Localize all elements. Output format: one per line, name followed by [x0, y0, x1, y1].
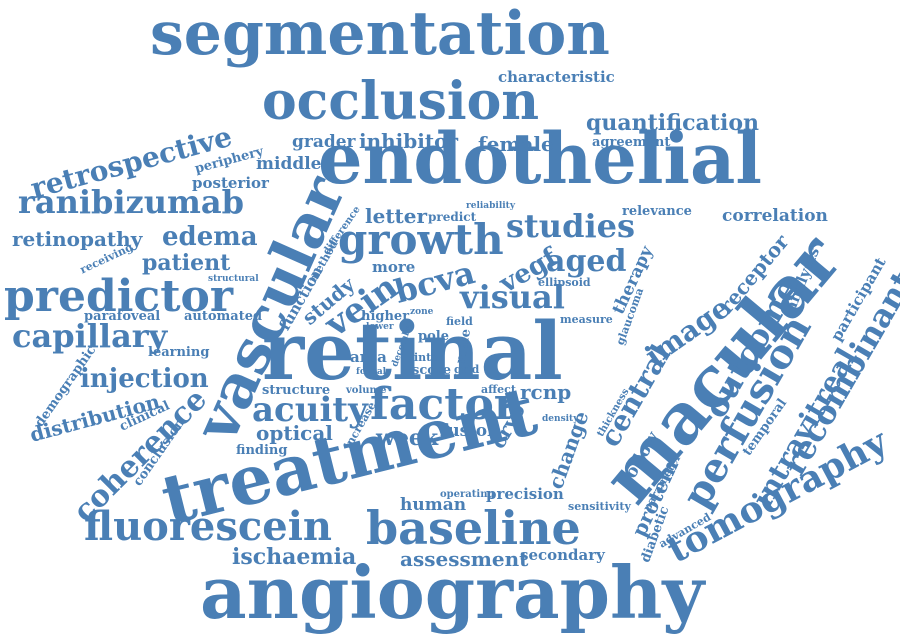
word-affect: affect: [481, 383, 516, 396]
word-visual: visual: [460, 278, 565, 316]
word-predictor: predictor: [4, 271, 234, 322]
word-retinal: retinal: [262, 304, 563, 398]
word-fluorescein: fluorescein: [84, 503, 332, 550]
word-quantification: quantification: [586, 110, 759, 136]
word-fusion: fusion: [440, 421, 500, 441]
word-occlusion: occlusion: [262, 71, 540, 132]
word-factor: factor: [370, 379, 518, 430]
word-capillary: capillary: [12, 317, 168, 355]
word-studies: studies: [506, 207, 635, 245]
word-reliability: reliability: [466, 201, 516, 211]
word-inhibitor: inhibitor: [359, 129, 458, 153]
word-letter: letter: [365, 204, 428, 228]
word-endothelial: endothelial: [318, 117, 762, 200]
word-automated: automated: [184, 309, 263, 324]
word-volume: volume: [346, 385, 387, 396]
word-area: area: [350, 348, 387, 366]
word-ischaemia: ischaemia: [232, 544, 357, 570]
word-acuity: acuity: [252, 390, 368, 430]
word-parafoveal: parafoveal: [84, 309, 161, 324]
word-finding: finding: [236, 443, 288, 458]
word-human: human: [400, 495, 467, 515]
word-baseline: baseline: [366, 501, 581, 555]
word-more: more: [372, 258, 416, 276]
word-density: density: [542, 414, 579, 424]
word-female: female: [478, 132, 554, 156]
word-operating: operating: [440, 489, 495, 500]
word-grid: grid: [454, 363, 480, 376]
word-grader: grader: [292, 132, 356, 152]
word-sensitivity: sensitivity: [568, 500, 631, 513]
word-rcnp: rcnp: [520, 380, 572, 404]
word-relevance: relevance: [622, 204, 692, 219]
word-angiography: angiography: [200, 550, 705, 635]
word-precision: precision: [486, 485, 564, 503]
word-growth: growth: [338, 215, 504, 264]
word-higher: higher: [361, 309, 410, 324]
word-learning: learning: [148, 345, 210, 360]
word-structure: structure: [262, 383, 331, 398]
word-foveal: foveal: [356, 367, 387, 377]
word-week: week: [376, 425, 439, 451]
word-structural: structural: [208, 274, 259, 284]
word-characteristic: characteristic: [498, 68, 615, 86]
word-posterior: posterior: [192, 174, 269, 192]
word-lower: lower: [366, 322, 394, 332]
word-segmentation: segmentation: [150, 0, 610, 69]
word-retinopathy: retinopathy: [12, 227, 143, 251]
word-field: field: [446, 315, 473, 328]
word-agreement: agreement: [592, 135, 671, 150]
word-patient: patient: [142, 250, 231, 276]
word-correlation: correlation: [722, 206, 828, 226]
word-zone: zone: [410, 307, 434, 317]
word-injection: injection: [80, 364, 209, 394]
word-secondary: secondary: [520, 546, 605, 564]
word-inter: inter: [414, 351, 445, 364]
word-score: score: [412, 363, 452, 378]
word-edema: edema: [162, 222, 258, 252]
word-pole: pole: [418, 329, 449, 344]
word-optical: optical: [256, 421, 333, 445]
word-middle: middle: [256, 154, 322, 174]
word-ellipsoid: ellipsoid: [538, 276, 591, 289]
word-predict: predict: [428, 210, 477, 224]
word-ranibizumab: ranibizumab: [18, 183, 244, 221]
word-measure: measure: [560, 313, 613, 326]
word-assessment: assessment: [400, 547, 529, 571]
word-aged: aged: [546, 244, 627, 279]
